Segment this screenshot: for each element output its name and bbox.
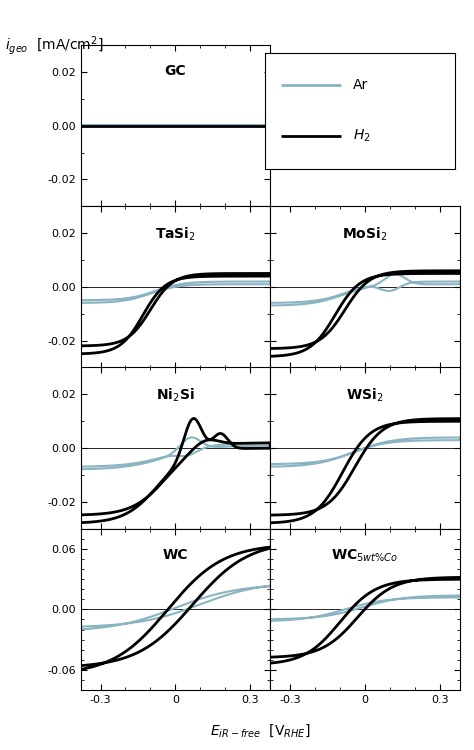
Text: $E_{iR-free}$  [V$_{RHE}$]: $E_{iR-free}$ [V$_{RHE}$] xyxy=(210,722,311,739)
Text: WC$_{5 wt\% Co}$: WC$_{5 wt\% Co}$ xyxy=(331,548,399,565)
Text: Ni$_2$Si: Ni$_2$Si xyxy=(156,387,195,404)
Text: $i_{geo}$  [mA/cm$^2$]: $i_{geo}$ [mA/cm$^2$] xyxy=(5,34,103,57)
Text: WSi$_2$: WSi$_2$ xyxy=(346,387,383,404)
Text: Ar: Ar xyxy=(353,78,368,92)
Text: $H_2$: $H_2$ xyxy=(353,128,370,145)
Text: WC: WC xyxy=(163,548,188,562)
Text: GC: GC xyxy=(164,64,186,78)
Text: MoSi$_2$: MoSi$_2$ xyxy=(342,226,388,243)
Text: TaSi$_2$: TaSi$_2$ xyxy=(155,226,196,243)
